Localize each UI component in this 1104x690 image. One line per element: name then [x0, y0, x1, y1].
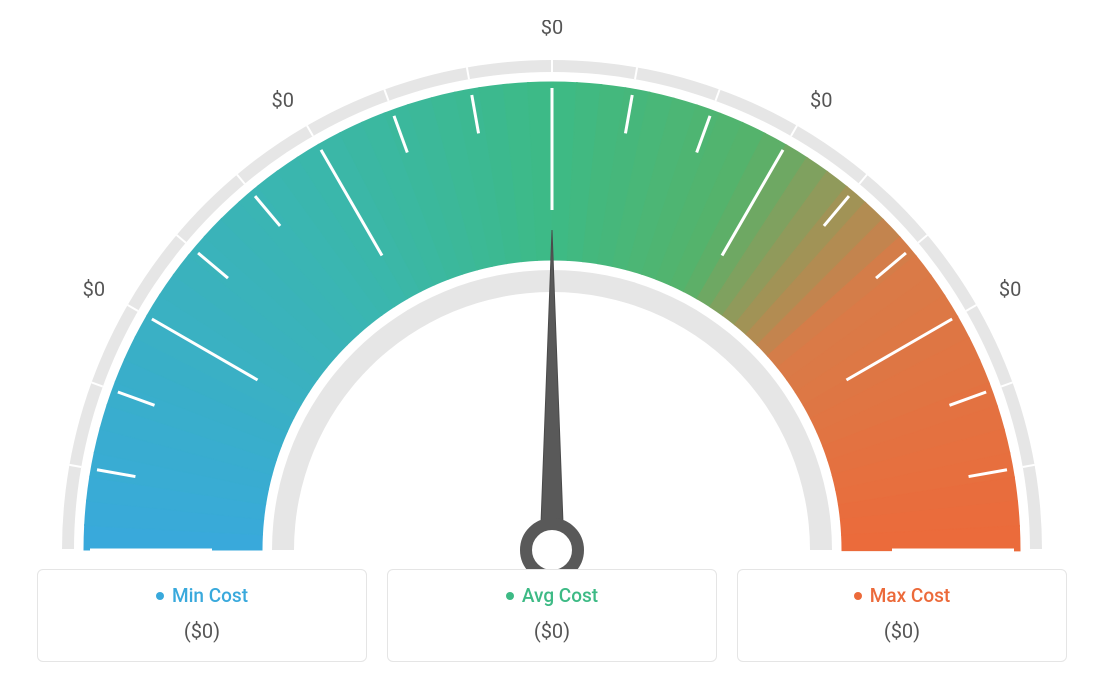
legend-label: Min Cost [156, 584, 248, 607]
gauge-tick-label: $0 [999, 277, 1021, 301]
legend-value: ($0) [748, 619, 1056, 643]
legend-label: Max Cost [854, 584, 950, 607]
legend-dot-icon [854, 592, 862, 600]
gauge-svg: $0$0$0$0$0$0$0 [42, 20, 1062, 580]
cost-gauge: $0$0$0$0$0$0$0 [42, 20, 1062, 580]
legend-value: ($0) [48, 619, 356, 643]
legend-label-text: Min Cost [172, 584, 248, 607]
legend-row: Min Cost ($0) Avg Cost ($0) Max Cost ($0) [37, 569, 1067, 662]
legend-value: ($0) [398, 619, 706, 643]
gauge-tick-label: $0 [272, 88, 294, 112]
legend-dot-icon [506, 592, 514, 600]
legend-card-max: Max Cost ($0) [737, 569, 1067, 662]
legend-label-text: Max Cost [870, 584, 950, 607]
legend-card-min: Min Cost ($0) [37, 569, 367, 662]
legend-card-avg: Avg Cost ($0) [387, 569, 717, 662]
legend-dot-icon [156, 592, 164, 600]
legend-label: Avg Cost [506, 584, 598, 607]
gauge-tick-label: $0 [541, 20, 563, 39]
gauge-tick-label: $0 [83, 277, 105, 301]
gauge-tick-label: $0 [810, 88, 832, 112]
legend-label-text: Avg Cost [522, 584, 598, 607]
